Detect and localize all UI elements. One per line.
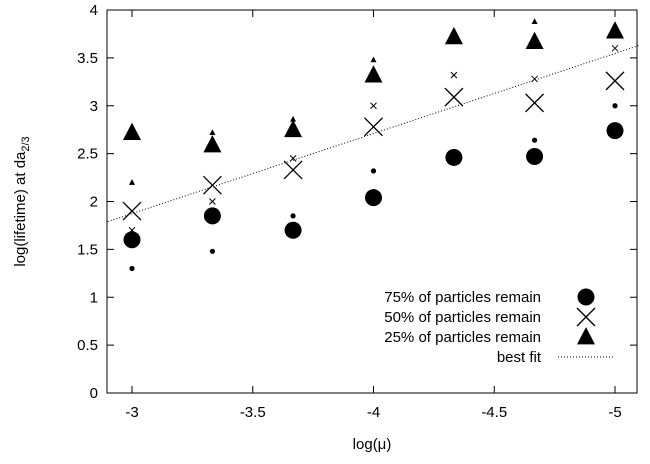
cross-point-stroke <box>444 87 464 107</box>
triangle-spread-point <box>290 115 297 122</box>
cross-spread-point <box>450 71 458 79</box>
cross-point <box>605 71 625 91</box>
y-axis-title-subscript: 2/3 <box>20 136 32 151</box>
cross-point-stroke <box>364 117 383 137</box>
cross-point <box>202 175 222 195</box>
cross-point-stroke <box>122 201 142 221</box>
y-tick-label: 0 <box>90 385 98 402</box>
x-tick-label: -3 <box>125 404 138 421</box>
cross-spread-point-stroke <box>611 44 619 52</box>
triangle-point <box>525 31 544 50</box>
legend-label: 50% of particles remain <box>384 309 541 326</box>
best-fit-line <box>107 44 640 223</box>
x-tick-label: -4.5 <box>481 404 507 421</box>
cross-point-stroke <box>525 93 545 113</box>
cross-point <box>525 93 545 113</box>
circle-point <box>123 231 141 249</box>
y-tick-label: 1.5 <box>77 241 98 258</box>
data-marks <box>107 18 640 272</box>
cross-spread-point <box>209 198 216 205</box>
circle-point <box>203 207 221 225</box>
circle-spread-point <box>209 248 216 254</box>
triangle-spread-point <box>370 56 377 63</box>
triangle-spread-point <box>129 179 135 185</box>
triangle-point <box>123 122 141 140</box>
x-tick-label: -5 <box>608 404 621 421</box>
legend-label: 25% of particles remain <box>384 329 541 346</box>
legend-label: best fit <box>497 349 542 366</box>
legend-symbol-circle <box>577 288 595 306</box>
legend-symbol-triangle <box>577 327 595 345</box>
triangle-point <box>203 135 222 153</box>
cross-point <box>283 160 303 180</box>
cross-spread-point-stroke <box>128 226 136 234</box>
cross-spread-point <box>289 155 297 162</box>
legend-symbol-cross-stroke <box>576 307 596 327</box>
circle-point <box>606 122 624 140</box>
circle-point <box>445 148 463 166</box>
triangle-point <box>444 26 463 45</box>
y-axis-title: log(lifetime) at da2/3 <box>12 136 32 266</box>
y-tick-label: 0.5 <box>77 337 98 354</box>
cross-spread-point-stroke <box>450 71 458 79</box>
cross-point <box>122 201 142 221</box>
circle-point <box>284 221 302 239</box>
circle-point <box>365 189 382 207</box>
cross-spread-point-stroke <box>289 155 297 162</box>
cross-point <box>364 117 383 137</box>
triangle-spread-point <box>531 18 538 24</box>
plot-area: -3 -3.5 -4 -4.5 -5 0 0.5 1 1.5 2 2.5 3 3.5 4 <box>77 2 640 421</box>
y-tick-label: 2.5 <box>77 146 98 163</box>
y-tick-label: 2 <box>90 194 98 211</box>
circle-spread-point <box>129 265 135 272</box>
y-tick-label: 4 <box>90 2 98 19</box>
cross-spread-point-stroke <box>370 102 377 110</box>
cross-point-stroke <box>605 71 625 91</box>
cross-spread-point <box>370 102 377 110</box>
cross-point-stroke <box>283 160 303 180</box>
circle-spread-point <box>290 213 296 219</box>
triangle-point <box>364 65 383 83</box>
y-tick-label: 1 <box>90 289 98 306</box>
triangle-point <box>284 119 303 138</box>
circle-point <box>526 147 544 165</box>
cross-point <box>444 87 464 107</box>
circle-spread-point <box>531 137 538 143</box>
cross-spread-point <box>128 226 136 234</box>
circle-spread-point <box>612 103 618 109</box>
x-tick-label: -3.5 <box>240 404 266 421</box>
axis-ticks <box>107 9 637 394</box>
cross-spread-point <box>611 44 619 52</box>
axis-tick-labels: -3 -3.5 -4 -4.5 -5 0 0.5 1 1.5 2 2.5 3 3.5 4 <box>77 2 622 421</box>
legend: 75% of particles remain 50% of particles … <box>384 288 614 366</box>
triangle-spread-point <box>209 129 216 136</box>
triangle-point <box>606 21 624 39</box>
y-tick-label: 3 <box>90 98 98 115</box>
legend-label: 75% of particles remain <box>384 289 541 306</box>
y-axis-title-main: log(lifetime) at da <box>12 151 29 267</box>
circle-spread-point <box>370 168 377 174</box>
cross-point-stroke <box>202 175 222 195</box>
x-axis-title: log(μ) <box>353 436 392 453</box>
cross-spread-point-stroke <box>209 198 216 205</box>
x-tick-label: -4 <box>367 404 380 421</box>
legend-symbol-cross <box>576 307 596 327</box>
y-tick-label: 3.5 <box>77 50 98 67</box>
